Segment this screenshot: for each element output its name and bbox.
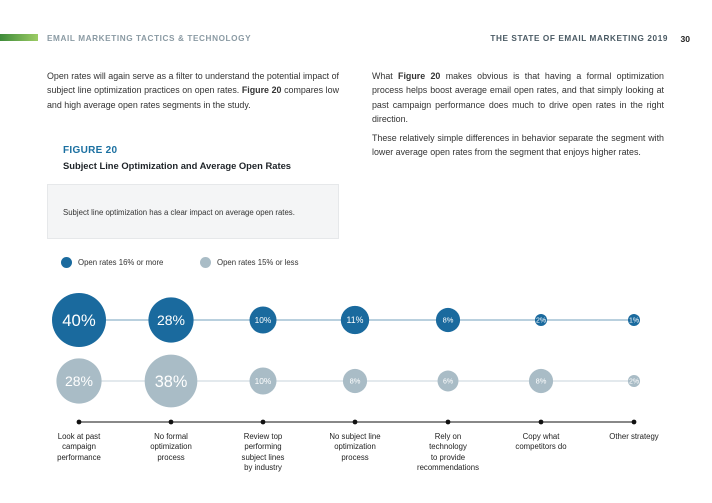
category-label-line: performance <box>57 452 101 462</box>
bubble-point <box>435 307 461 333</box>
bubble-value-label: 8% <box>536 377 547 386</box>
figure-title: Subject Line Optimization and Average Op… <box>63 160 291 171</box>
bubble-value-label: 28% <box>65 373 93 389</box>
category-label-line: No subject line <box>329 432 381 441</box>
category-label: No formal optimization process <box>126 432 216 463</box>
report-title: THE STATE OF EMAIL MARKETING 2019 <box>490 34 668 43</box>
callout-box: Subject line optimization has a clear im… <box>47 184 339 239</box>
page-number: 30 <box>680 34 690 44</box>
legend-item-high: Open rates 16% or more <box>61 257 163 268</box>
section-title: EMAIL MARKETING TACTICS & TECHNOLOGY <box>47 34 252 43</box>
bubble-point <box>56 358 102 404</box>
bubble-chart: 40% 28% 10% 11% 8% 2% 1% 28% 38% 10% 8% 6% 8% 2% <box>52 293 641 425</box>
bubble-value-label: 2% <box>629 379 639 386</box>
category-label-line: Rely on <box>434 432 462 441</box>
legend-swatch-high <box>61 257 72 268</box>
bubble-value-label: 8% <box>350 377 361 386</box>
category-label-line: optimization <box>334 442 376 452</box>
intro-paragraph: Open rates will again serve as a filter … <box>47 71 339 110</box>
header-accent-bar <box>0 34 38 41</box>
bubble-value-label: 28% <box>157 312 185 328</box>
bubble-point <box>249 306 277 334</box>
bubble-point <box>249 367 277 395</box>
category-label-line: process <box>157 452 185 462</box>
category-label-line: technology <box>429 442 467 452</box>
bubble-point <box>148 297 194 343</box>
category-label-line: subject lines <box>241 452 285 462</box>
category-label-line: Other strategy <box>609 432 659 441</box>
bubble-point <box>52 293 106 347</box>
category-label: Look at past campaign performance <box>34 432 124 463</box>
category-label: Other strategy <box>589 432 679 442</box>
bubble-value-label: 6% <box>443 379 453 386</box>
legend-swatch-low <box>200 257 211 268</box>
category-label-line: performing <box>244 442 282 452</box>
legend-label-low: Open rates 15% or less <box>217 258 299 267</box>
bubble-point <box>628 314 640 326</box>
category-label: Rely on technology to provide recommendatio… <box>403 432 493 474</box>
bubble-value-label: 8% <box>443 316 454 325</box>
bubble-value-label: 10% <box>255 315 272 325</box>
category-label-line: Review top <box>243 432 283 441</box>
bubble-value-label: 2% <box>536 318 546 325</box>
category-tick-dot <box>631 419 637 425</box>
category-label: Copy what competitors do <box>496 432 586 453</box>
category-tick-dot <box>168 419 174 425</box>
category-tick-dot <box>445 419 451 425</box>
legend-item-low: Open rates 15% or less <box>200 257 298 268</box>
bubble-point <box>342 368 368 394</box>
category-label-line: Copy what <box>522 432 560 441</box>
category-label-line: campaign <box>62 442 96 452</box>
bubble-point <box>534 313 548 327</box>
bubble-point <box>528 368 554 394</box>
category-label: No subject line optimization process <box>310 432 400 463</box>
category-label-line: recommendations <box>417 463 479 473</box>
bubble-point <box>144 354 198 408</box>
analysis-paragraph: What Figure 20 makes obvious is that hav… <box>372 71 664 125</box>
category-tick-dot <box>260 419 266 425</box>
category-label-line: to provide <box>430 452 466 462</box>
category-label-line: No formal <box>154 432 188 441</box>
category-label-line: Look at past <box>57 432 101 441</box>
legend-label-high: Open rates 16% or more <box>78 258 164 267</box>
category-label-line: competitors do <box>515 442 567 452</box>
category-label-line: optimization <box>150 442 192 452</box>
category-tick-dot <box>352 419 358 425</box>
bubble-point <box>437 370 459 392</box>
category-tick-dot <box>538 419 544 425</box>
callout-text: Subject line optimization has a clear im… <box>63 208 295 217</box>
conclusion-paragraph: These relatively simple differences in b… <box>372 133 664 158</box>
figure-label: FIGURE 20 <box>63 145 118 156</box>
bubble-value-label: 1% <box>629 318 639 325</box>
bubble-value-label: 11% <box>347 315 364 325</box>
bubble-point <box>340 305 370 335</box>
category-label: Review top performing subject lines by indu… <box>218 432 308 474</box>
category-label-line: process <box>341 452 369 462</box>
bubble-point <box>627 374 641 388</box>
bubble-value-label: 10% <box>255 376 272 386</box>
category-tick-dot <box>76 419 82 425</box>
bubble-value-label: 38% <box>155 373 188 391</box>
category-label-line: by industry <box>244 463 282 473</box>
bubble-value-label: 40% <box>62 311 96 330</box>
